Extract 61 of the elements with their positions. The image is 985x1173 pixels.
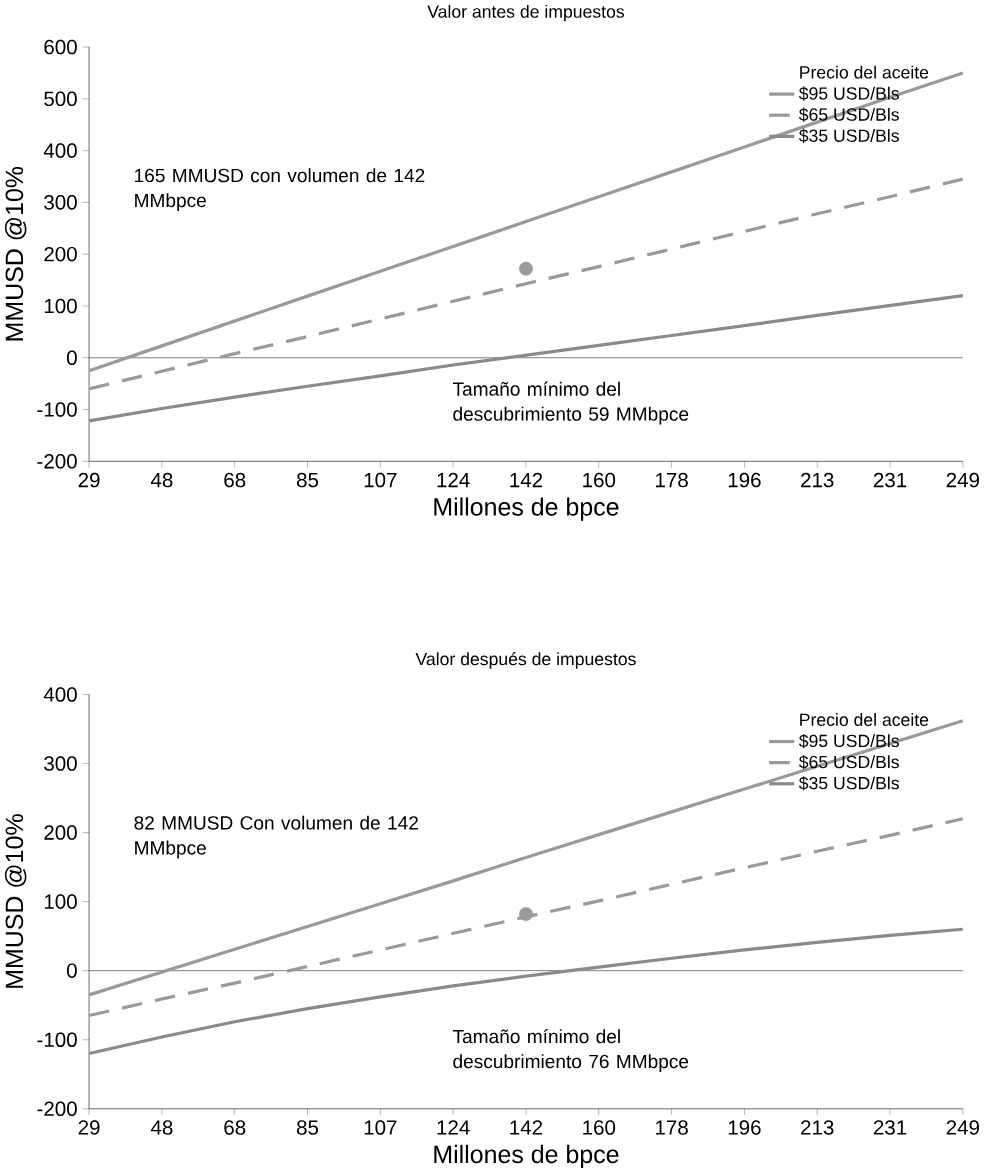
x-tick-label: 48 [150,1120,173,1135]
x-axis-title: Millones de bpce [434,497,619,521]
y-tick-label: 400 [43,143,77,158]
x-tick-label: 124 [437,1120,470,1135]
legend-title: Precio del aceite [800,65,929,79]
x-tick-label: 68 [224,472,246,488]
x-tick-label: 196 [728,472,761,488]
y-tick-label: 200 [44,246,77,262]
x-tick-label: 142 [510,472,543,488]
y-tick-label: -100 [37,402,77,417]
legend-label: $95 USD/Bls [799,86,900,101]
x-tick-label: 178 [656,472,688,488]
legend-label: $65 USD/Bls [799,107,900,122]
x-tick-label: 231 [873,472,907,488]
legend-label: $65 USD/Bls [799,755,900,770]
legend-label: $95 USD/Bls [799,733,900,749]
y-tick-label: 300 [44,195,77,210]
x-tick-label: 213 [801,472,834,488]
x-tick-label: 124 [437,472,470,488]
y-tick-label: 0 [67,350,77,366]
annotation: 165 MMUSD con volumen de 142 MMbpce [135,168,425,211]
x-tick-label: 29 [78,1120,100,1135]
x-tick-label: 231 [873,1120,907,1135]
annotation: Tamaño mínimo del descubrimiento 59 MMbpce [453,381,689,425]
x-tick-label: 249 [946,1120,980,1135]
x-tick-label: 160 [583,1120,616,1135]
x-tick-label: 107 [364,472,397,488]
chart-title: Valor antes de impuestos [427,4,625,22]
x-tick-label: 249 [946,472,980,488]
y-tick-label: -200 [37,1101,77,1117]
x-tick-label: 48 [150,472,173,488]
y-tick-label: -200 [37,454,77,469]
y-tick-label: 0 [67,963,77,978]
x-tick-label: 178 [656,1120,688,1135]
y-tick-label: 200 [44,825,77,840]
legend-label: $35 USD/Bls [799,128,900,143]
x-tick-label: 107 [364,1120,397,1135]
x-axis-title: Millones de bpce [434,1144,619,1169]
y-tick-label: 300 [44,756,77,771]
y-tick-label: 500 [44,91,77,107]
annotation: 82 MMUSD Con volumen de 142 MMbpce [134,815,418,859]
chart-title: Valor después de impuestos [415,652,636,669]
y-axis-title: MMUSD @10% [4,166,27,341]
y-tick-label: 100 [44,894,77,909]
line-series [87,927,965,1056]
x-tick-label: 196 [728,1120,761,1135]
legend-label: $35 USD/Bls [799,776,900,791]
x-tick-label: 29 [78,472,100,488]
x-tick-label: 85 [297,472,319,488]
x-tick-label: 142 [510,1120,543,1135]
y-tick-label: 100 [44,298,77,314]
legend-title: Precio del aceite [800,713,929,726]
x-tick-label: 68 [224,1120,246,1135]
x-tick-label: 213 [801,1120,834,1135]
annotation: Tamaño mínimo del descubrimiento 76 MMbpce [453,1029,689,1072]
y-tick-label: 400 [43,687,77,702]
x-tick-label: 85 [297,1120,319,1135]
y-axis-title: MMUSD @10% [4,814,27,988]
y-tick-label: -100 [37,1032,77,1047]
x-tick-label: 160 [583,472,616,488]
y-tick-label: 600 [44,39,77,55]
